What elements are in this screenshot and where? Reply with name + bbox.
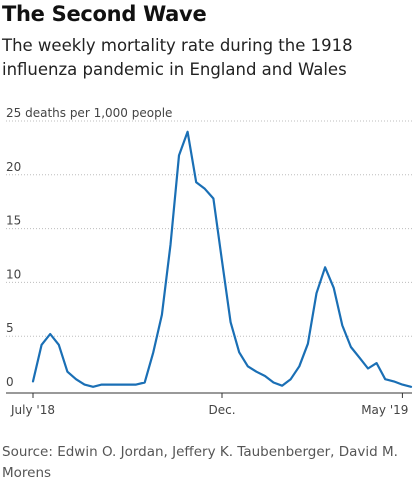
chart-subtitle: The weekly mortality rate during the 191… bbox=[2, 36, 353, 79]
series-layer bbox=[31, 130, 413, 388]
y-tick-label-5: 5 bbox=[6, 321, 14, 335]
x-tick-label: Dec. bbox=[208, 403, 235, 417]
y-tick-label-0: 0 bbox=[6, 375, 14, 389]
y-tick-label-15: 15 bbox=[6, 214, 21, 228]
y-tick-label-25: 25 deaths per 1,000 people bbox=[6, 106, 172, 120]
y-tick-label-20: 20 bbox=[6, 160, 21, 174]
chart-title: The Second Wave bbox=[2, 2, 207, 26]
x-tick-label: May '19 bbox=[361, 403, 408, 417]
source-note: Source: Edwin O. Jordan, Jeffery K. Taub… bbox=[2, 444, 398, 481]
grid bbox=[6, 120, 412, 337]
y-axis-ticks: 0 5 10 15 20 25 deaths per 1,000 people bbox=[6, 106, 172, 389]
x-tick-label: July '18 bbox=[10, 403, 55, 417]
y-tick-label-10: 10 bbox=[6, 267, 21, 281]
series-line-mortality bbox=[31, 130, 413, 388]
x-axis-ticks: July '18 Dec. May '19 bbox=[10, 393, 408, 417]
